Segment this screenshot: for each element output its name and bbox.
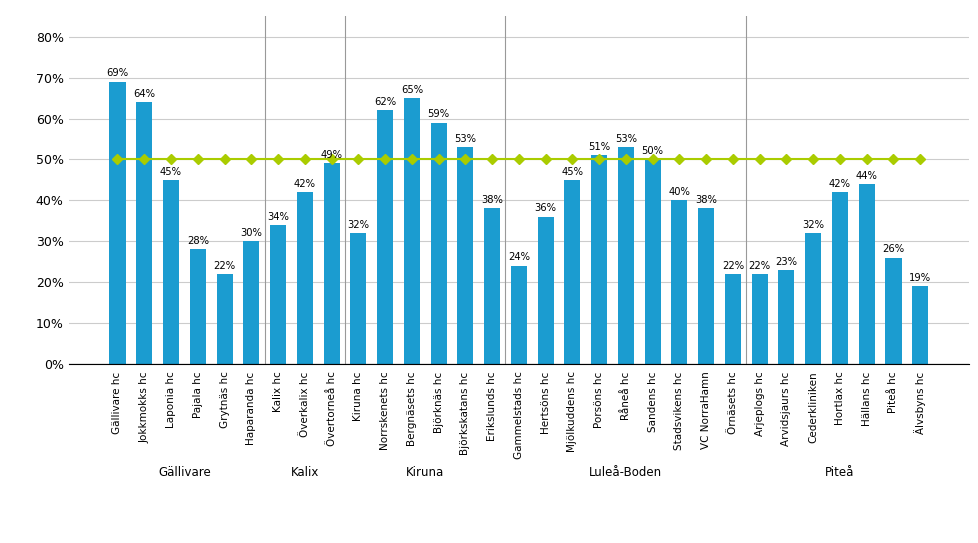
- Bar: [430, 123, 446, 364]
- Bar: [804, 233, 821, 364]
- Text: 40%: 40%: [668, 187, 689, 197]
- Bar: [751, 274, 767, 364]
- Text: Gällivare: Gällivare: [157, 466, 210, 479]
- Bar: [911, 286, 927, 364]
- Bar: [243, 241, 259, 364]
- Text: 22%: 22%: [748, 261, 770, 270]
- Bar: [350, 233, 366, 364]
- Text: 36%: 36%: [534, 204, 556, 213]
- Text: 22%: 22%: [213, 261, 236, 270]
- Bar: [323, 163, 339, 364]
- Bar: [403, 98, 420, 364]
- Text: Kiruna: Kiruna: [406, 466, 444, 479]
- Text: Kalix: Kalix: [290, 466, 319, 479]
- Text: 34%: 34%: [267, 212, 289, 222]
- Text: 23%: 23%: [775, 256, 797, 267]
- Text: 32%: 32%: [347, 220, 369, 230]
- Bar: [136, 102, 153, 364]
- Text: 28%: 28%: [187, 236, 208, 246]
- Bar: [831, 192, 847, 364]
- Text: 26%: 26%: [881, 244, 904, 254]
- Text: 50%: 50%: [641, 146, 663, 156]
- Text: 22%: 22%: [721, 261, 743, 270]
- Bar: [483, 209, 500, 364]
- Text: 53%: 53%: [614, 134, 637, 144]
- Text: 24%: 24%: [508, 252, 529, 262]
- Bar: [457, 147, 473, 364]
- Bar: [270, 225, 286, 364]
- Bar: [591, 155, 606, 364]
- Bar: [563, 180, 580, 364]
- Text: 42%: 42%: [828, 179, 850, 189]
- Text: 32%: 32%: [801, 220, 823, 230]
- Bar: [671, 200, 687, 364]
- Bar: [110, 81, 125, 364]
- Text: 53%: 53%: [454, 134, 476, 144]
- Text: 38%: 38%: [480, 195, 503, 205]
- Text: 62%: 62%: [374, 97, 396, 107]
- Bar: [216, 274, 233, 364]
- Text: 51%: 51%: [588, 142, 609, 152]
- Text: 44%: 44%: [855, 171, 876, 181]
- Text: 59%: 59%: [427, 109, 449, 119]
- Bar: [537, 217, 554, 364]
- Text: 64%: 64%: [133, 89, 156, 99]
- Bar: [858, 184, 874, 364]
- Bar: [697, 209, 714, 364]
- Text: Piteå: Piteå: [824, 466, 854, 479]
- Bar: [884, 257, 901, 364]
- Text: 19%: 19%: [909, 273, 930, 283]
- Bar: [377, 110, 393, 364]
- Text: 38%: 38%: [694, 195, 716, 205]
- Bar: [162, 180, 179, 364]
- Text: 49%: 49%: [320, 150, 342, 160]
- Bar: [190, 249, 205, 364]
- Text: 65%: 65%: [400, 85, 422, 95]
- Bar: [778, 270, 794, 364]
- Bar: [724, 274, 740, 364]
- Text: 45%: 45%: [159, 167, 182, 176]
- Bar: [511, 266, 526, 364]
- Text: 42%: 42%: [293, 179, 316, 189]
- Text: 69%: 69%: [107, 68, 128, 78]
- Bar: [644, 160, 660, 364]
- Bar: [617, 147, 634, 364]
- Text: Luleå-Boden: Luleå-Boden: [589, 466, 662, 479]
- Text: 45%: 45%: [560, 167, 583, 176]
- Text: 30%: 30%: [241, 228, 262, 238]
- Bar: [296, 192, 313, 364]
